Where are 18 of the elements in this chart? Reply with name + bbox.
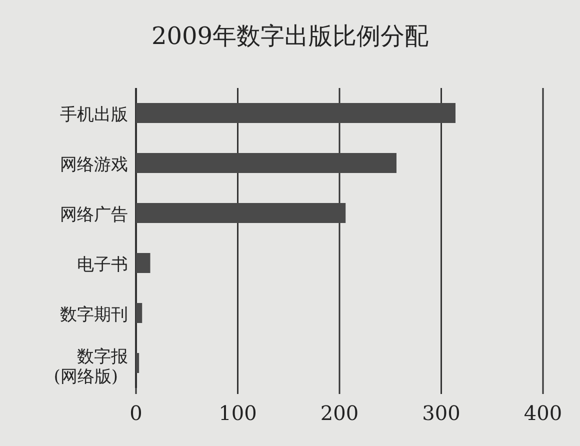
y-tick-label: 手机出版 bbox=[60, 105, 128, 125]
x-tick-label: 200 bbox=[320, 401, 359, 425]
bar bbox=[136, 103, 456, 123]
bar bbox=[136, 153, 396, 173]
y-tick-label: 数字期刊 bbox=[60, 305, 128, 325]
y-tick-label: 数字报 (网络版) bbox=[54, 347, 128, 387]
bar bbox=[136, 353, 140, 373]
x-tick-label: 100 bbox=[218, 401, 257, 425]
bar bbox=[136, 203, 346, 223]
x-tick-label: 0 bbox=[130, 401, 142, 425]
chart-title: 2009年数字出版比例分配 bbox=[151, 22, 429, 50]
y-tick-label: 网络广告 bbox=[60, 205, 128, 225]
bar bbox=[136, 303, 142, 323]
y-tick-label: 电子书 bbox=[77, 255, 128, 275]
y-tick-label: 网络游戏 bbox=[60, 155, 128, 175]
bar bbox=[136, 253, 150, 273]
x-tick-label: 300 bbox=[422, 401, 460, 425]
x-tick-label: 400 bbox=[524, 401, 562, 425]
